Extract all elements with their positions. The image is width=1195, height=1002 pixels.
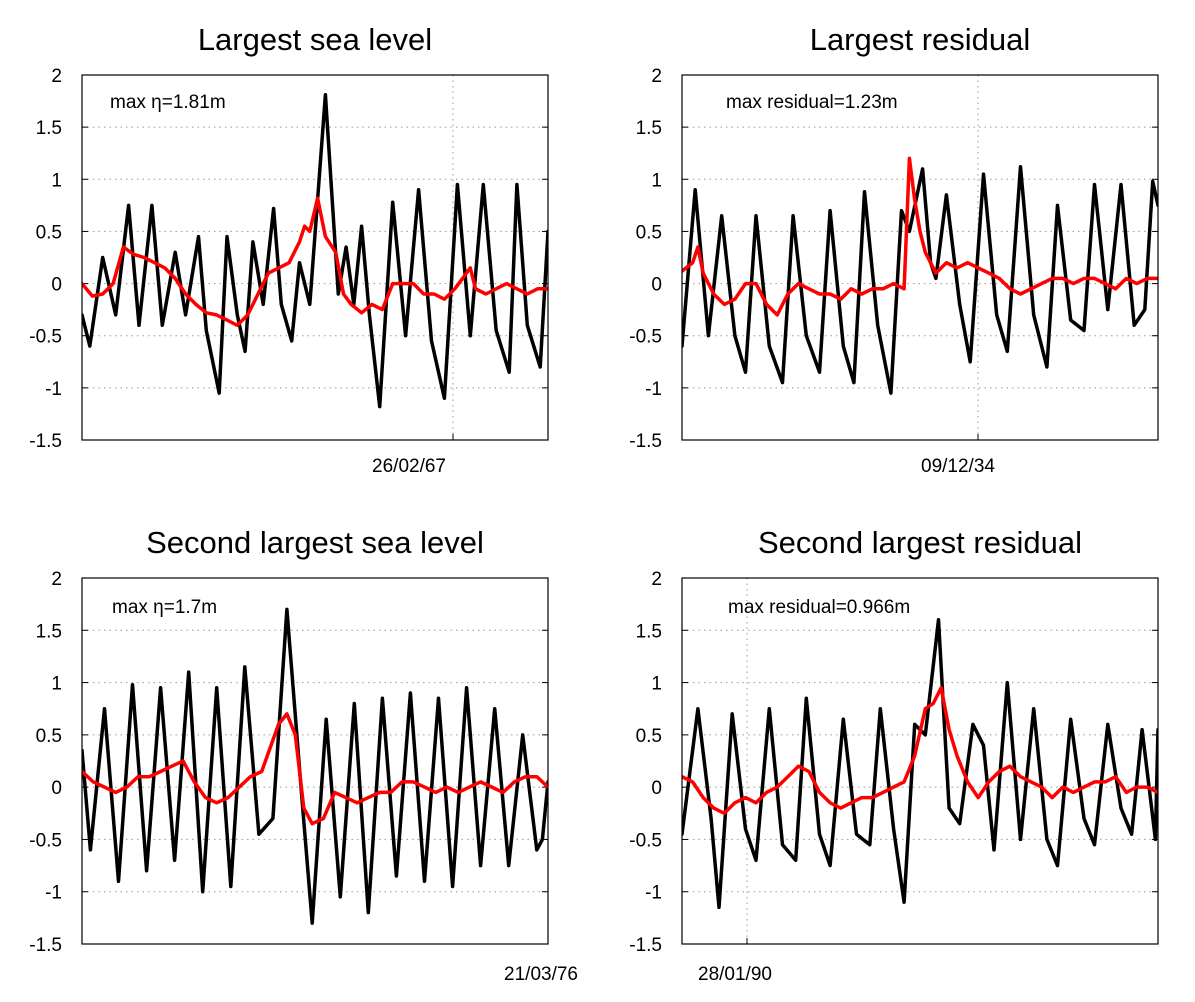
y-tick-label: -1.5 <box>629 431 662 452</box>
chart-title: Second largest residual <box>758 525 1082 560</box>
y-tick-label: 1 <box>651 170 662 191</box>
max-annotation: max residual=0.966m <box>728 597 910 618</box>
y-tick-label: 2 <box>651 569 662 590</box>
y-tick-label: -0.5 <box>629 830 662 851</box>
max-annotation: max η=1.7m <box>112 597 217 618</box>
max-annotation: max residual=1.23m <box>726 92 898 113</box>
plot-frame <box>681 74 1159 441</box>
plot-area: 2 1.5 1 0.5 0 -0.5 -1 -1.5 max η=1.81m 26/02/67 <box>29 66 549 477</box>
y-tick-label: 1.5 <box>36 118 62 139</box>
y-tick-label: 0 <box>51 778 62 799</box>
series-line-red <box>82 712 548 826</box>
series-line-black <box>82 607 548 925</box>
series-line-red <box>82 196 548 328</box>
y-tick-label: -1.5 <box>629 935 662 956</box>
series-line-red <box>682 156 1158 317</box>
y-tick-label: 1 <box>651 674 662 695</box>
series-line-red <box>682 686 1158 816</box>
chart-title: Second largest sea level <box>146 525 484 560</box>
plot-frame <box>81 74 549 441</box>
y-tick-label: 2 <box>51 569 62 590</box>
y-tick-label: -0.5 <box>629 327 662 348</box>
chart-title: Largest sea level <box>197 22 433 57</box>
y-tick-label: -1.5 <box>29 935 62 956</box>
panel-largest-sea-level: Largest sea level 2 1.5 1 0.5 0 -0.5 -1 -1.5 max… <box>0 0 598 501</box>
y-tick-label: 2 <box>651 66 662 87</box>
series-line-black <box>682 165 1158 395</box>
y-tick-label: 1 <box>51 170 62 191</box>
series-line-black <box>682 618 1158 910</box>
y-tick-label: 0.5 <box>36 726 62 747</box>
y-tick-label: 0.5 <box>36 222 62 243</box>
y-tick-label: -0.5 <box>29 830 62 851</box>
y-tick-label: 0 <box>51 275 62 296</box>
y-tick-label: -0.5 <box>29 327 62 348</box>
plot-frame <box>681 577 1159 945</box>
y-tick-label: 0.5 <box>636 222 662 243</box>
y-tick-label: 1.5 <box>36 621 62 642</box>
y-tick-label: 1.5 <box>636 118 662 139</box>
plot-area: 2 1.5 1 0.5 0 -0.5 -1 -1.5 max residual=0.966m 28… <box>629 569 1159 985</box>
x-date-label: 26/02/67 <box>372 456 446 477</box>
chart-title: Largest residual <box>809 22 1031 57</box>
y-tick-label: 1 <box>51 674 62 695</box>
y-tick-label: 0 <box>651 275 662 296</box>
y-tick-label: -1 <box>645 883 662 904</box>
max-annotation: max η=1.81m <box>110 92 226 113</box>
series-line-black <box>82 93 548 409</box>
plot-area: 2 1.5 1 0.5 0 -0.5 -1 -1.5 max η=1.7m 21/03/76 <box>29 569 578 985</box>
x-date-label: 21/03/76 <box>504 964 578 985</box>
panel-second-largest-sea-level: Second largest sea level 2 1.5 1 0.5 0 -0.5 -1… <box>0 501 598 1002</box>
x-date-label: 28/01/90 <box>698 964 772 985</box>
plot-area: 2 1.5 1 0.5 0 -0.5 -1 -1.5 max residual=1.23m 09/… <box>629 66 1159 477</box>
y-tick-label: -1 <box>45 379 62 400</box>
plot-frame <box>81 577 549 945</box>
y-tick-label: -1.5 <box>29 431 62 452</box>
y-tick-label: 0 <box>651 778 662 799</box>
y-tick-label: 0.5 <box>636 726 662 747</box>
y-tick-label: 2 <box>51 66 62 87</box>
x-date-label: 09/12/34 <box>921 456 995 477</box>
panel-largest-residual: Largest residual 2 1.5 1 0.5 0 -0.5 -1 -1.5 max … <box>598 0 1195 501</box>
y-tick-label: -1 <box>45 883 62 904</box>
panel-second-largest-residual: Second largest residual 2 1.5 1 0.5 0 -0.5 -1 -… <box>598 501 1195 1002</box>
y-tick-label: -1 <box>645 379 662 400</box>
y-tick-label: 1.5 <box>636 621 662 642</box>
